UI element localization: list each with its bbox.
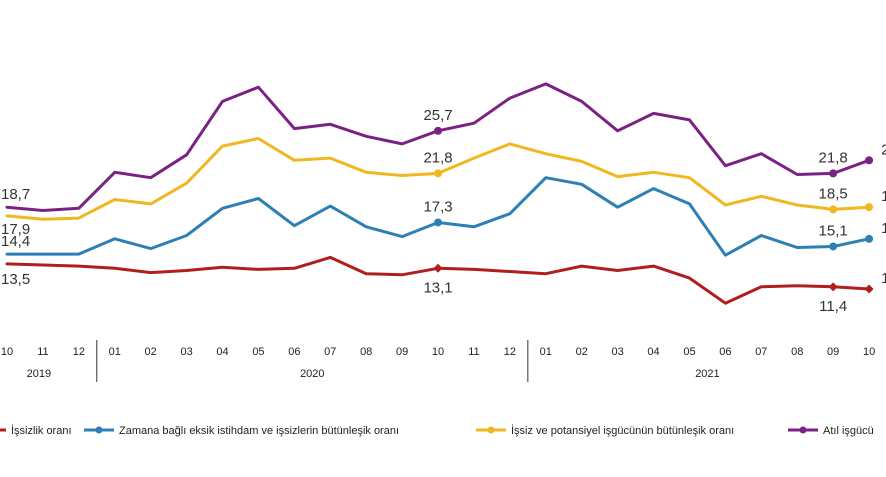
data-label: 18,7 [1, 186, 30, 203]
x-tick-label: 10 [863, 346, 875, 358]
data-point-marker [865, 234, 874, 243]
data-point-marker [434, 169, 443, 178]
x-tick-label: 04 [647, 346, 659, 358]
data-point-marker [829, 169, 838, 178]
x-tick-label: 07 [324, 346, 336, 358]
data-label: 1 [881, 188, 886, 205]
data-label: 13,5 [1, 271, 30, 288]
legend-marker [799, 426, 807, 434]
x-tick-label: 02 [576, 346, 588, 358]
x-tick-label: 06 [719, 346, 731, 358]
data-label: 17,3 [423, 198, 452, 215]
x-tick-label: 12 [73, 346, 85, 358]
data-point-marker [829, 242, 838, 251]
data-point-marker [865, 156, 874, 165]
year-label: 2021 [695, 368, 719, 380]
x-tick-label: 03 [180, 346, 192, 358]
data-label: 1 [881, 220, 886, 237]
x-axis: 10 11 12 01 02 03 04 05 06 07 08 09 10 11 12 01 02 03 04 05… [1, 340, 875, 382]
data-point-marker [433, 263, 443, 273]
data-label-layer: 13,5 13,1 11,4 1 14,4 17,3 15,1 1 17,9 21,8 18,5 1 1… [1, 107, 886, 315]
x-tick-label: 03 [612, 346, 624, 358]
x-tick-label: 01 [109, 346, 121, 358]
data-point-marker [434, 126, 443, 135]
data-point-marker [864, 284, 874, 294]
x-tick-label: 10 [1, 346, 13, 358]
data-point-marker [829, 205, 838, 214]
series-line-1 [5, 176, 871, 257]
data-label: 2 [881, 141, 886, 158]
x-tick-label: 01 [540, 346, 552, 358]
data-label: 25,7 [423, 107, 452, 124]
legend: İşsizlik oranı Zamana bağlı eksik istihda… [0, 424, 874, 437]
series-layer [5, 82, 874, 305]
x-tick-label: 08 [791, 346, 803, 358]
x-tick-label: 10 [432, 346, 444, 358]
x-tick-label: 11 [37, 346, 48, 358]
data-label: 13,1 [423, 279, 452, 296]
data-label: 1 [881, 270, 886, 287]
legend-marker [95, 426, 103, 434]
x-tick-label: 07 [755, 346, 767, 358]
x-tick-label: 09 [827, 346, 839, 358]
legend-marker [487, 426, 495, 434]
data-point-marker [434, 218, 443, 227]
x-tick-label: 08 [360, 346, 372, 358]
year-label: 2020 [300, 368, 324, 380]
year-label: 2019 [27, 368, 51, 380]
legend-label: Atıl işgücü [823, 425, 874, 437]
data-label: 18,5 [819, 185, 848, 202]
data-label: 17,9 [1, 221, 30, 238]
data-label: 21,8 [423, 149, 452, 166]
x-tick-label: 06 [288, 346, 300, 358]
legend-label: İşsizlik oranı [11, 424, 72, 437]
legend-label: İşsiz ve potansiyel işgücünün bütünleşik… [511, 424, 734, 437]
data-label: 14,4 [1, 233, 30, 250]
series-line-3 [5, 82, 871, 212]
data-label: 15,1 [819, 222, 848, 239]
x-tick-label: 09 [396, 346, 408, 358]
x-tick-label: 04 [216, 346, 228, 358]
x-tick-label: 02 [145, 346, 157, 358]
data-point-marker [828, 282, 838, 292]
data-label: 11,4 [819, 298, 847, 315]
x-tick-label: 12 [504, 346, 516, 358]
data-label: 21,8 [819, 149, 848, 166]
data-point-marker [865, 203, 874, 212]
x-tick-label: 05 [683, 346, 695, 358]
x-tick-label: 05 [252, 346, 264, 358]
x-tick-label: 11 [468, 346, 479, 358]
legend-label: Zamana bağlı eksik istihdam ve işsizleri… [119, 425, 399, 437]
